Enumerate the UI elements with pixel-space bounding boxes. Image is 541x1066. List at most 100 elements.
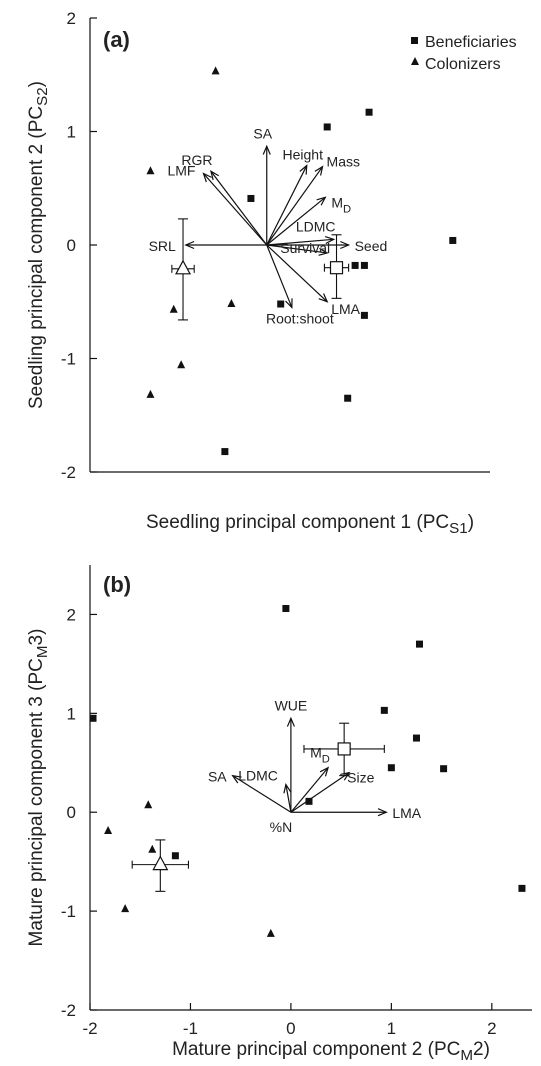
centroid-triangle-marker <box>152 855 169 871</box>
vector-label: Seed <box>355 238 388 254</box>
series-beneficiaries <box>89 605 526 892</box>
vector-ldmc: LDMC <box>238 768 292 813</box>
colonizer-point <box>148 844 157 853</box>
vector-seed: Seed <box>266 238 388 254</box>
x-tick-label: -2 <box>82 1019 97 1038</box>
colonizer-point <box>104 826 113 835</box>
beneficiary-point <box>380 706 388 714</box>
panel-label: (b) <box>103 572 131 597</box>
beneficiary-point <box>365 108 373 116</box>
vector-height: Height <box>266 147 323 246</box>
vector-root-shoot: Root:shoot <box>266 244 334 326</box>
colonizer-point <box>146 389 155 398</box>
beneficiary-point <box>277 300 285 308</box>
beneficiary-point <box>344 394 352 402</box>
vector-line <box>232 775 292 813</box>
vector-arrowhead <box>262 144 271 155</box>
vector-label: LDMC <box>238 768 278 784</box>
vector-arrowhead <box>316 196 327 206</box>
vector-arrowhead <box>299 164 308 175</box>
colonizer-point <box>266 928 275 937</box>
panel-label: (a) <box>103 27 130 52</box>
legend-label: Beneficiaries <box>425 34 517 51</box>
vector-size: Size <box>290 770 375 813</box>
centroid-triangle-marker <box>175 259 192 275</box>
vector-line <box>266 244 293 308</box>
vector-label: LDMC <box>296 218 336 234</box>
beneficiary-point <box>247 194 255 202</box>
vector-arrowhead <box>210 169 220 181</box>
vector-label: %N <box>270 819 293 835</box>
vector-arrowhead <box>318 293 329 303</box>
vector-line <box>266 196 326 246</box>
vector-sa: SA <box>208 769 292 813</box>
colonizer-point <box>211 66 220 75</box>
beneficiary-point <box>415 640 423 648</box>
x-axis-title: Seedling principal component 1 (PCS1) <box>146 512 474 537</box>
vector-arrowhead <box>377 808 388 817</box>
vector-arrowhead <box>283 783 292 794</box>
beneficiary-point <box>387 764 395 772</box>
vector-line <box>290 767 329 813</box>
vector-line <box>266 165 308 246</box>
beneficiary-point <box>440 765 448 773</box>
vector-md: MD <box>266 194 351 246</box>
vector-label: LMF <box>167 162 195 178</box>
vector-arrowhead <box>184 240 195 250</box>
series-colonizers <box>146 66 236 398</box>
y-tick-label: -1 <box>61 902 76 921</box>
vector-wue: WUE <box>275 697 308 813</box>
vector-arrowhead <box>340 240 351 250</box>
beneficiary-point <box>351 261 359 269</box>
x-tick-label: -1 <box>183 1019 198 1038</box>
beneficiary-point <box>282 605 290 613</box>
y-tick-label: 0 <box>67 803 76 822</box>
vector-line <box>266 244 328 254</box>
colonizer-point <box>121 904 130 913</box>
x-tick-label: 1 <box>387 1019 396 1038</box>
vector-label: Mass <box>327 154 360 170</box>
vector-md: MD <box>290 745 330 813</box>
y-tick-label: 2 <box>67 9 76 28</box>
vector-line <box>285 784 292 813</box>
panel-a: -2 -1 0 1 2 Seedling principal component 1 (P… <box>26 9 517 537</box>
centroid-colonizers <box>131 839 189 892</box>
legend: Beneficiaries Colonizers <box>411 34 517 73</box>
centroid-colonizers <box>171 218 195 321</box>
colonizer-point <box>177 360 186 369</box>
beneficiary-point <box>360 311 368 319</box>
colonizer-point <box>169 304 178 313</box>
vector-rgr: RGR <box>181 152 268 246</box>
vector-label: WUE <box>275 697 308 713</box>
vector-line <box>203 173 268 246</box>
vector-line <box>266 238 334 246</box>
beneficiary-point <box>449 236 457 244</box>
beneficiary-point <box>89 714 97 722</box>
colonizer-point <box>144 800 153 809</box>
vector-lmf: LMF <box>167 162 268 246</box>
y-tick-label: 1 <box>67 123 76 142</box>
vector-sa: SA <box>253 125 273 245</box>
x-tick-label: 0 <box>286 1019 295 1038</box>
vector-arrowhead <box>340 771 351 781</box>
vector-arrowhead <box>286 716 295 727</box>
vector-arrowhead <box>319 766 330 777</box>
centroid-square-marker <box>329 261 344 275</box>
vector-line <box>210 170 268 246</box>
y-tick-label: -1 <box>61 350 76 369</box>
vector-mass: Mass <box>266 154 360 246</box>
beneficiary-point <box>518 884 526 892</box>
vector-label: Survival <box>280 240 330 256</box>
y-tick-label: 2 <box>67 605 76 624</box>
centroid-square-marker <box>337 742 351 756</box>
y-tick-label: 1 <box>67 704 76 723</box>
y-axis-title: Seedling principal component 2 (PCS2) <box>26 81 51 409</box>
x-axis-title: Mature principal component 2 (PCM2) <box>172 1039 490 1064</box>
vector-lma: LMA <box>290 805 422 821</box>
vector-label: MD <box>331 194 351 215</box>
vector--n: %N <box>270 819 293 835</box>
vector-ldmc: LDMC <box>266 218 336 246</box>
vector-arrowhead <box>318 247 329 256</box>
vector-label: SRL <box>149 238 176 254</box>
